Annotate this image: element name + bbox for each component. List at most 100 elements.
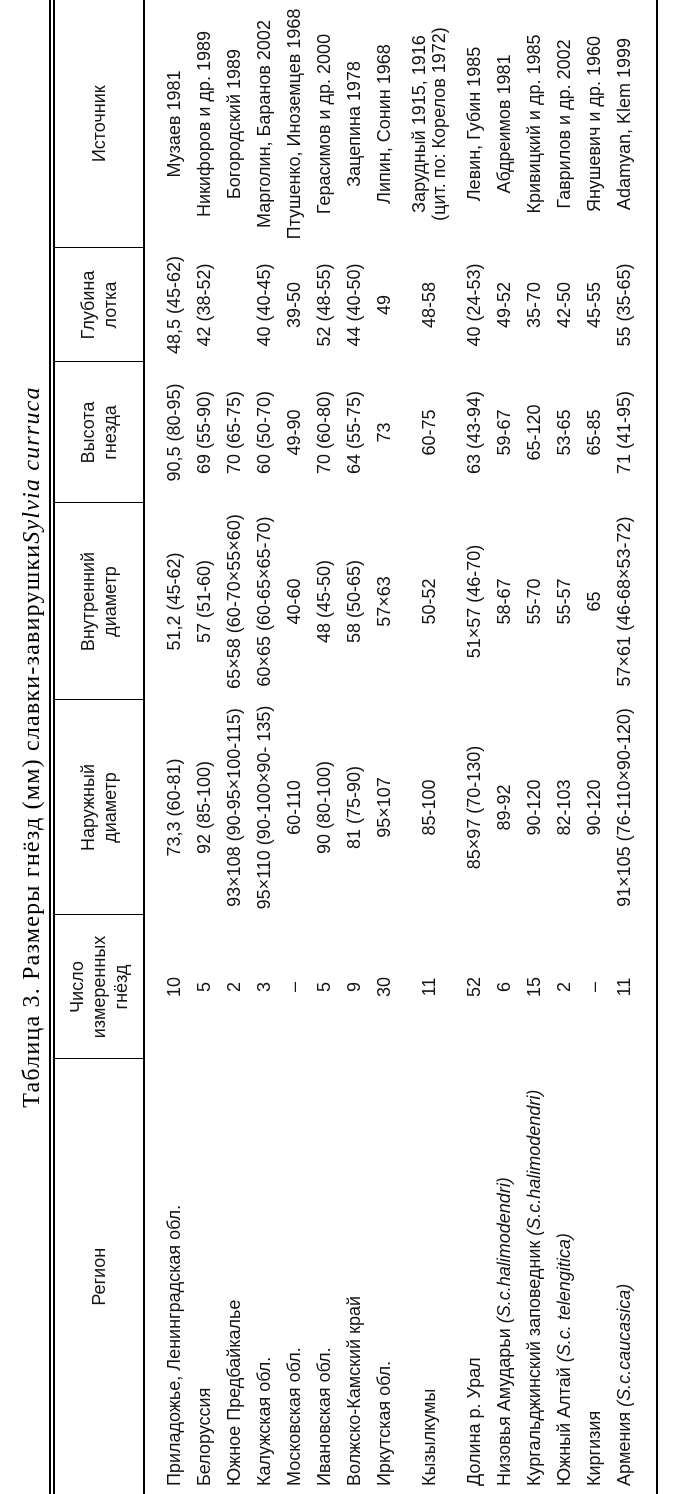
source-cell: Левин, Губин 1985 [464, 46, 484, 202]
region-cell: Южное Предбайкалье [219, 1059, 249, 1494]
inner-diameter-cell: 51,2 (45-62) [164, 552, 184, 651]
nest-height-cell: 49-90 [284, 409, 304, 456]
inner-diameter-cell: 55-70 [524, 578, 544, 625]
source-cell: Янушевич и др. 1960 [584, 36, 604, 213]
region-cell: Волжско-Камский край [339, 1059, 369, 1494]
nest-height-cell: 53-65 [554, 409, 574, 456]
tray-depth-cell: 48,5 (45-62) [164, 255, 184, 355]
nest-count-cell: 10 [164, 976, 184, 998]
region-cell: Кургальджинский заповедник (S.c.halimode… [519, 1059, 549, 1494]
nest-height-cell: 60-75 [419, 409, 439, 456]
nest-height-cell: 70 (60-80) [314, 390, 334, 475]
nest-count-cell: 30 [374, 976, 394, 998]
nest-count-cell: – [284, 982, 304, 993]
outer-diameter-cell: 89-92 [494, 784, 514, 831]
tray-depth-cell: 49-52 [494, 281, 514, 329]
region-subspecies-latin: (S.c.caucasica) [614, 1283, 634, 1407]
region-name: Армения [614, 1406, 634, 1486]
table-row: Южное Предбайкалье 2 93×108 (90-95×100-1… [219, 0, 249, 1494]
nest-height-cell: 63 (43-94) [464, 390, 484, 475]
region-cell: Низовья Амударьи (S.c.halimodendri) [489, 1059, 519, 1494]
outer-diameter-cell: 95×107 [374, 777, 394, 838]
table-row: Южный Алтай (S.c. telengitica) 2 82-103 … [549, 0, 579, 1494]
source-cell: Абдреимов 1981 [494, 54, 514, 194]
source-cell: Птушенко, Иноземцев 1968 [284, 8, 304, 240]
nest-count-cell: – [584, 982, 604, 993]
outer-diameter-cell: 73,3 (60-81) [164, 758, 184, 857]
table-body: Приладожье, Ленинградская обл. 10 73,3 (… [144, 0, 657, 1494]
outer-diameter-cell: 92 (85-100) [194, 760, 214, 855]
tray-depth-cell: 44 (40-50) [344, 263, 364, 347]
nest-height-cell: 69 (55-90) [194, 390, 214, 475]
nest-count-cell: 11 [614, 977, 634, 997]
tray-depth-cell: 48-58 [419, 281, 439, 329]
region-name: Долина р. Урал [464, 1357, 484, 1486]
inner-diameter-cell: 50-52 [419, 578, 439, 625]
nest-height-cell: 71 (41-95) [614, 390, 634, 475]
outer-diameter-cell: 90-120 [584, 779, 604, 836]
tray-depth-cell: 39-50 [284, 281, 304, 329]
table-row: Долина р. Урал 52 85×97 (70-130) 51×57 (… [459, 0, 489, 1494]
header-row: Регион Число измеренных гнёзд Наружный диам… [52, 0, 144, 1494]
outer-diameter-cell: 90-120 [524, 779, 544, 836]
region-cell: Армения (S.c.caucasica) [609, 1059, 639, 1494]
outer-diameter-cell: 90 (80-100) [314, 760, 334, 855]
inner-diameter-cell: 57×61 (46-68×53-72) [614, 516, 634, 687]
region-name: Иркутская обл. [374, 1360, 394, 1486]
nest-count-cell: 2 [554, 982, 574, 993]
nest-height-cell: 65-85 [584, 409, 604, 456]
source-cell: Марголин, Баранов 2002 [254, 20, 274, 228]
region-cell: Кызылкумы [399, 1059, 459, 1494]
table-row: Иркутская обл. 30 95×107 57×63 73 49 Лип… [369, 0, 399, 1494]
inner-diameter-cell: 57×63 [374, 576, 394, 627]
region-cell: Ивановская обл. [309, 1059, 339, 1494]
inner-diameter-cell: 65 [584, 591, 604, 612]
table-row: Калужская обл. 3 95×110 (90-100×90- 135)… [249, 0, 279, 1494]
region-name: Московская обл. [284, 1347, 304, 1486]
tray-depth-cell: 40 (40-45) [254, 263, 274, 347]
column-header-inner-diameter: Внутренний диаметр [52, 503, 144, 700]
nest-height-cell: 59-67 [494, 409, 514, 456]
source-cell: Зацепина 1978 [344, 61, 364, 187]
column-header-region: Регион [52, 1059, 144, 1494]
region-cell: Московская обл. [279, 1059, 309, 1494]
nest-height-cell: 73 [374, 422, 394, 443]
nest-height-cell: 70 (65-75) [224, 390, 244, 475]
table-row: Армения (S.c.caucasica) 11 91×105 (76-11… [609, 0, 639, 1494]
table-row: Волжско-Камский край 9 81 (75-90) 58 (50… [339, 0, 369, 1494]
region-subspecies-latin: (S.c.halimodendri) [524, 1089, 544, 1236]
region-name: Низовья Амударьи [494, 1323, 514, 1486]
tray-depth-cell: 49 [374, 294, 394, 316]
column-header-tray-depth: Глубина лотка [52, 248, 144, 362]
inner-diameter-cell: 58-67 [494, 578, 514, 625]
species-name: Sylvia curruca [19, 386, 45, 544]
nest-count-cell: 2 [224, 982, 244, 993]
column-header-source: Источник [52, 0, 144, 248]
tray-depth-cell [219, 248, 249, 362]
nest-height-cell: 90,5 (80-95) [164, 383, 184, 482]
tray-depth-cell: 42 (38-52) [194, 263, 214, 347]
spacer-row [639, 0, 657, 1494]
tray-depth-cell: 42-50 [554, 281, 574, 329]
source-cell: Никифоров и др. 1989 [194, 31, 214, 218]
nest-count-cell: 6 [494, 982, 514, 993]
region-name: Южное Предбайкалье [224, 1299, 244, 1486]
nest-count-cell: 3 [254, 982, 274, 993]
tray-depth-cell: 40 (24-53) [464, 263, 484, 347]
region-subspecies-latin: (S.c.halimodendri) [494, 1177, 514, 1324]
region-cell: Приладожье, Ленинградская обл. [159, 1059, 189, 1494]
source-cell: Зарудный 1915, 1916 (цит. по: Корелов 197… [409, 27, 449, 221]
source-cell: Кривицкий и др. 1985 [524, 34, 544, 214]
table-row: Кызылкумы 11 85-100 50-52 60-75 48-58 За… [399, 0, 459, 1494]
inner-diameter-cell: 48 (45-50) [314, 559, 334, 644]
nest-count-cell: 15 [524, 976, 544, 998]
table-row: Московская обл. – 60-110 40-60 49-90 39-… [279, 0, 309, 1494]
region-name: Южный Алтай [554, 1362, 574, 1486]
table-title: Таблица 3. Размеры гнёзд (мм) славки-зав… [0, 0, 49, 1494]
tray-depth-cell: 55 (35-65) [614, 263, 634, 347]
region-cell: Иркутская обл. [369, 1059, 399, 1494]
tray-depth-cell: 45-55 [584, 281, 604, 329]
source-cell: Музаев 1981 [164, 70, 184, 178]
inner-diameter-cell: 60×65 (60-65×65-70) [254, 516, 274, 687]
nest-height-cell: 60 (50-70) [254, 390, 274, 475]
